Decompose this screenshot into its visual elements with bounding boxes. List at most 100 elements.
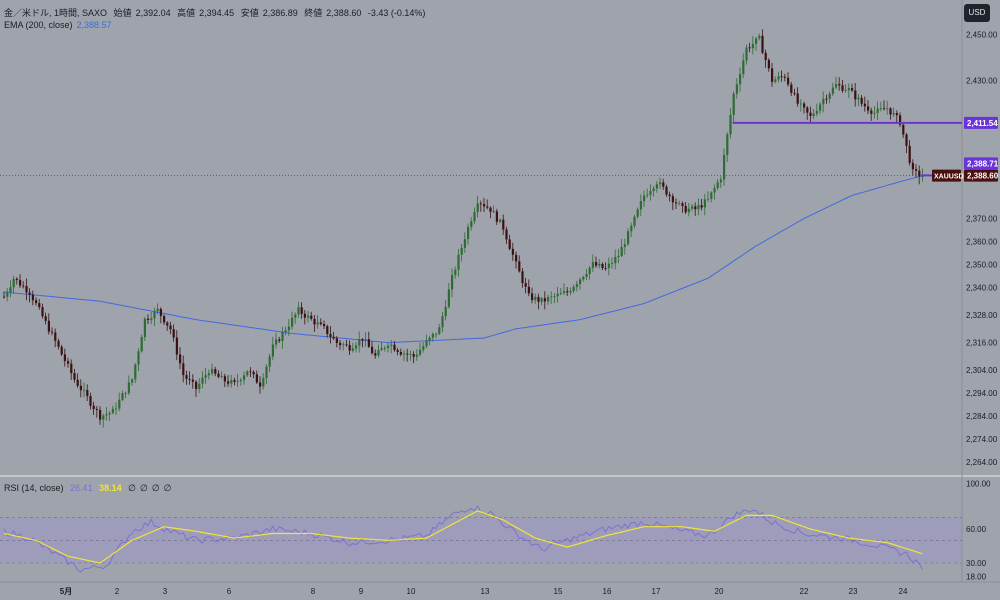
- candle-body: [35, 300, 38, 304]
- price-tick-label: 2,316.00: [966, 339, 998, 348]
- candle: [742, 53, 745, 79]
- price-tick-label: 2,274.00: [966, 435, 998, 444]
- candle: [89, 392, 92, 410]
- candle: [860, 95, 863, 107]
- candle: [131, 377, 134, 386]
- candle-body: [406, 353, 409, 355]
- candle: [15, 277, 18, 285]
- candle: [623, 238, 626, 255]
- candle: [12, 275, 15, 294]
- candle: [76, 373, 79, 388]
- candle-body: [435, 333, 438, 335]
- candle: [111, 405, 114, 415]
- rsi-icon-3[interactable]: ∅: [151, 483, 160, 493]
- candle-body: [431, 333, 434, 338]
- rsi-icon-1[interactable]: ∅: [128, 483, 136, 493]
- candle: [636, 207, 639, 219]
- candle-body: [748, 47, 751, 49]
- candle-body: [348, 344, 351, 351]
- candle-body: [188, 378, 191, 380]
- candle-body: [307, 315, 310, 318]
- candle-body: [124, 393, 127, 394]
- candle: [127, 375, 130, 396]
- candle: [851, 83, 854, 93]
- time-tick-label: 17: [652, 587, 661, 596]
- candle: [454, 266, 457, 279]
- candle-body: [630, 225, 633, 232]
- candle: [524, 277, 527, 294]
- candle-body: [908, 145, 911, 163]
- candle-body: [294, 314, 297, 318]
- candle-body: [316, 322, 319, 325]
- ema-legend[interactable]: EMA (200, close) 2,388.57: [4, 20, 116, 30]
- candle: [905, 133, 908, 154]
- candle: [617, 248, 620, 264]
- candle-body: [838, 84, 841, 86]
- candle-body: [185, 375, 188, 379]
- candle-body: [284, 330, 287, 332]
- candle-body: [918, 170, 921, 177]
- rsi-legend[interactable]: RSI (14, close) 26.41 38.14 ∅ ∅ ∅ ∅: [4, 483, 176, 494]
- candle-body: [342, 344, 345, 346]
- candle: [182, 355, 185, 383]
- candle: [172, 324, 175, 342]
- candle: [313, 315, 316, 332]
- candle-body: [367, 339, 370, 347]
- candle: [262, 373, 265, 390]
- low-value: 2,386.89: [262, 8, 298, 18]
- candle-body: [313, 318, 316, 325]
- candle-body: [905, 134, 908, 146]
- candle-body: [678, 203, 681, 205]
- candle: [447, 283, 450, 309]
- candle: [467, 223, 470, 245]
- candle: [652, 185, 655, 197]
- candle-body: [601, 263, 604, 269]
- candle: [751, 36, 754, 55]
- candle-body: [707, 198, 710, 200]
- candle-body: [278, 339, 281, 341]
- candle-body: [265, 366, 268, 379]
- candle-body: [886, 108, 889, 110]
- candle-body: [252, 372, 255, 375]
- candle: [486, 199, 489, 210]
- candle: [44, 312, 47, 325]
- candle-body: [371, 346, 374, 354]
- candle-body: [486, 206, 489, 208]
- rsi-icon-2[interactable]: ∅: [139, 483, 148, 493]
- candle-body: [841, 85, 844, 91]
- time-tick-label: 5月: [60, 587, 72, 596]
- candle: [428, 335, 431, 345]
- candle: [19, 274, 22, 288]
- level-price-label: 2,388.71: [967, 159, 999, 168]
- candle-body: [473, 212, 476, 222]
- candle: [265, 363, 268, 385]
- candle: [396, 347, 399, 356]
- candle: [499, 218, 502, 224]
- candle: [633, 214, 636, 229]
- candle-body: [809, 112, 812, 117]
- candle-body: [598, 263, 601, 266]
- candle: [531, 287, 534, 304]
- candle-body: [137, 351, 140, 365]
- candle: [143, 317, 146, 342]
- candle: [105, 407, 108, 421]
- candle-body: [668, 194, 671, 197]
- candle-body: [255, 374, 258, 383]
- candle-body: [492, 211, 495, 213]
- candle: [115, 402, 118, 415]
- candle: [479, 200, 482, 212]
- rsi-tick-label: 100.00: [966, 480, 991, 489]
- candle-body: [300, 307, 303, 314]
- candle: [883, 100, 886, 111]
- candle-body: [691, 206, 694, 209]
- candle: [147, 314, 150, 325]
- candle-body: [419, 349, 422, 355]
- candle-body: [393, 344, 396, 351]
- currency-button[interactable]: USD: [964, 4, 990, 22]
- candle: [707, 191, 710, 202]
- rsi-icon-4[interactable]: ∅: [163, 483, 172, 493]
- candle: [716, 179, 719, 191]
- time-tick-label: 6: [227, 587, 232, 596]
- candle: [828, 91, 831, 104]
